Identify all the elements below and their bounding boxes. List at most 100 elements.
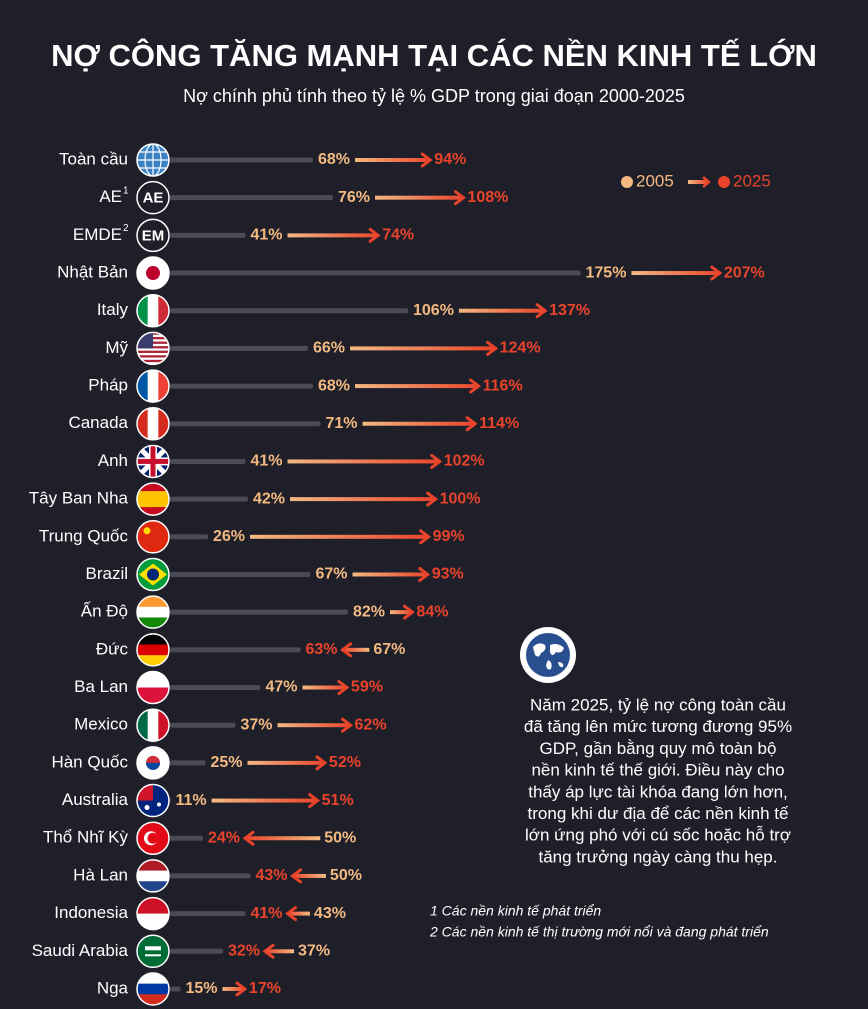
- flag: [136, 293, 170, 328]
- arrow-head: [315, 755, 328, 771]
- flag-body: [137, 558, 169, 591]
- change-arrow: [290, 497, 436, 502]
- change-arrow: [247, 760, 325, 765]
- flag-body: [137, 935, 169, 968]
- footnote: 1 Các nền kinh tế phát triển: [430, 903, 601, 919]
- flag-body: [137, 596, 169, 629]
- icon-label: EM: [142, 227, 165, 244]
- flag-part: [137, 499, 169, 508]
- flag-ring: [136, 180, 170, 215]
- value-label: 43%: [256, 867, 288, 884]
- flag: [136, 218, 170, 253]
- category-label: Brazil: [85, 564, 128, 583]
- value-label: 114%: [479, 415, 519, 432]
- flag-part: [137, 972, 169, 985]
- value-label: 59%: [351, 679, 383, 696]
- value-label: 68%: [318, 151, 350, 168]
- value-label: 207%: [724, 264, 765, 281]
- flag-part: [137, 370, 149, 403]
- value-label: 102%: [444, 453, 485, 470]
- category-label: Mỹ: [105, 338, 128, 357]
- value-label: 93%: [432, 566, 464, 583]
- flag-part: [137, 913, 169, 930]
- change-arrow: [287, 459, 440, 464]
- arrow-head: [290, 868, 303, 884]
- arrow-head: [535, 303, 548, 319]
- change-arrow: [302, 685, 347, 690]
- flag-part: [137, 596, 169, 608]
- flag-body: [137, 483, 169, 516]
- arrow-head: [368, 227, 381, 243]
- arrow-head: [285, 906, 298, 922]
- flag-part: [137, 357, 169, 360]
- footnote: 2 Các nền kinh tế thị trường mới nổi và …: [429, 924, 769, 940]
- flag-part: [137, 407, 149, 440]
- change-arrow: [458, 308, 546, 313]
- flag-part: [147, 370, 159, 403]
- note-line: lớn ứng phó với cú sốc hoặc hỗ trợ: [525, 826, 791, 845]
- change-arrow: [355, 384, 479, 389]
- value-label: 32%: [228, 942, 260, 959]
- legend-label: 2025: [733, 171, 771, 190]
- arrow-head: [430, 453, 443, 469]
- value-label: 50%: [330, 867, 362, 884]
- flag: [136, 520, 170, 554]
- arrow-head: [337, 680, 350, 696]
- value-label: 106%: [413, 302, 454, 319]
- value-label: 62%: [355, 716, 387, 733]
- flag-part: [137, 352, 169, 356]
- flag: [136, 444, 170, 479]
- category-label: Nga: [97, 978, 129, 997]
- flag-part: [137, 606, 169, 618]
- legend-arrow-head: [702, 176, 711, 188]
- icon-label: AE: [143, 190, 164, 207]
- flag: [136, 708, 170, 742]
- flag: [136, 783, 170, 818]
- base-bar: [170, 195, 333, 201]
- arrow-head: [419, 529, 432, 545]
- note-line: trong khi dư địa để các nền kinh tế: [528, 804, 789, 823]
- flag-part: [137, 633, 169, 646]
- flag-ring: [136, 821, 170, 855]
- flag-part: [144, 805, 150, 811]
- value-label: 137%: [549, 302, 590, 319]
- category-label: Trung Quốc: [39, 526, 129, 545]
- flag: [136, 407, 170, 441]
- flag-ring: [136, 783, 170, 818]
- value-label: 51%: [322, 792, 354, 809]
- flag-ring: [136, 520, 170, 554]
- base-bar: [170, 911, 246, 917]
- flag-part: [158, 370, 169, 403]
- flag-ring: [136, 896, 170, 931]
- flag-part: [137, 687, 169, 704]
- value-label: 47%: [266, 679, 298, 696]
- base-bar: [170, 308, 408, 314]
- arrow-head: [340, 642, 353, 658]
- base-bar: [170, 760, 206, 766]
- flag-part: [137, 671, 169, 689]
- change-arrow: [211, 798, 318, 803]
- arrow-head: [308, 793, 321, 809]
- flag-part: [137, 655, 169, 666]
- category-label: Australia: [62, 790, 129, 809]
- note-line: Năm 2025, tỷ lệ nợ công toàn cầu: [530, 695, 786, 714]
- flag: [136, 595, 170, 629]
- category-label: Saudi Arabia: [32, 941, 129, 960]
- value-label: 175%: [586, 264, 627, 281]
- legend-dot: [621, 176, 633, 188]
- flag-ring: [136, 407, 170, 441]
- value-label: 24%: [208, 829, 240, 846]
- category-label: Đức: [96, 639, 129, 658]
- flag-body: [137, 144, 169, 176]
- flag-part: [137, 294, 149, 327]
- value-label: 66%: [313, 340, 345, 357]
- flag-part: [137, 181, 169, 214]
- flag-part: [137, 458, 169, 464]
- flag-body: [137, 520, 169, 553]
- flag-ring: [136, 934, 170, 969]
- flag-ring: [136, 670, 170, 705]
- flag-ring: [136, 746, 170, 780]
- value-label: 84%: [416, 603, 448, 620]
- flag-body: [137, 709, 169, 742]
